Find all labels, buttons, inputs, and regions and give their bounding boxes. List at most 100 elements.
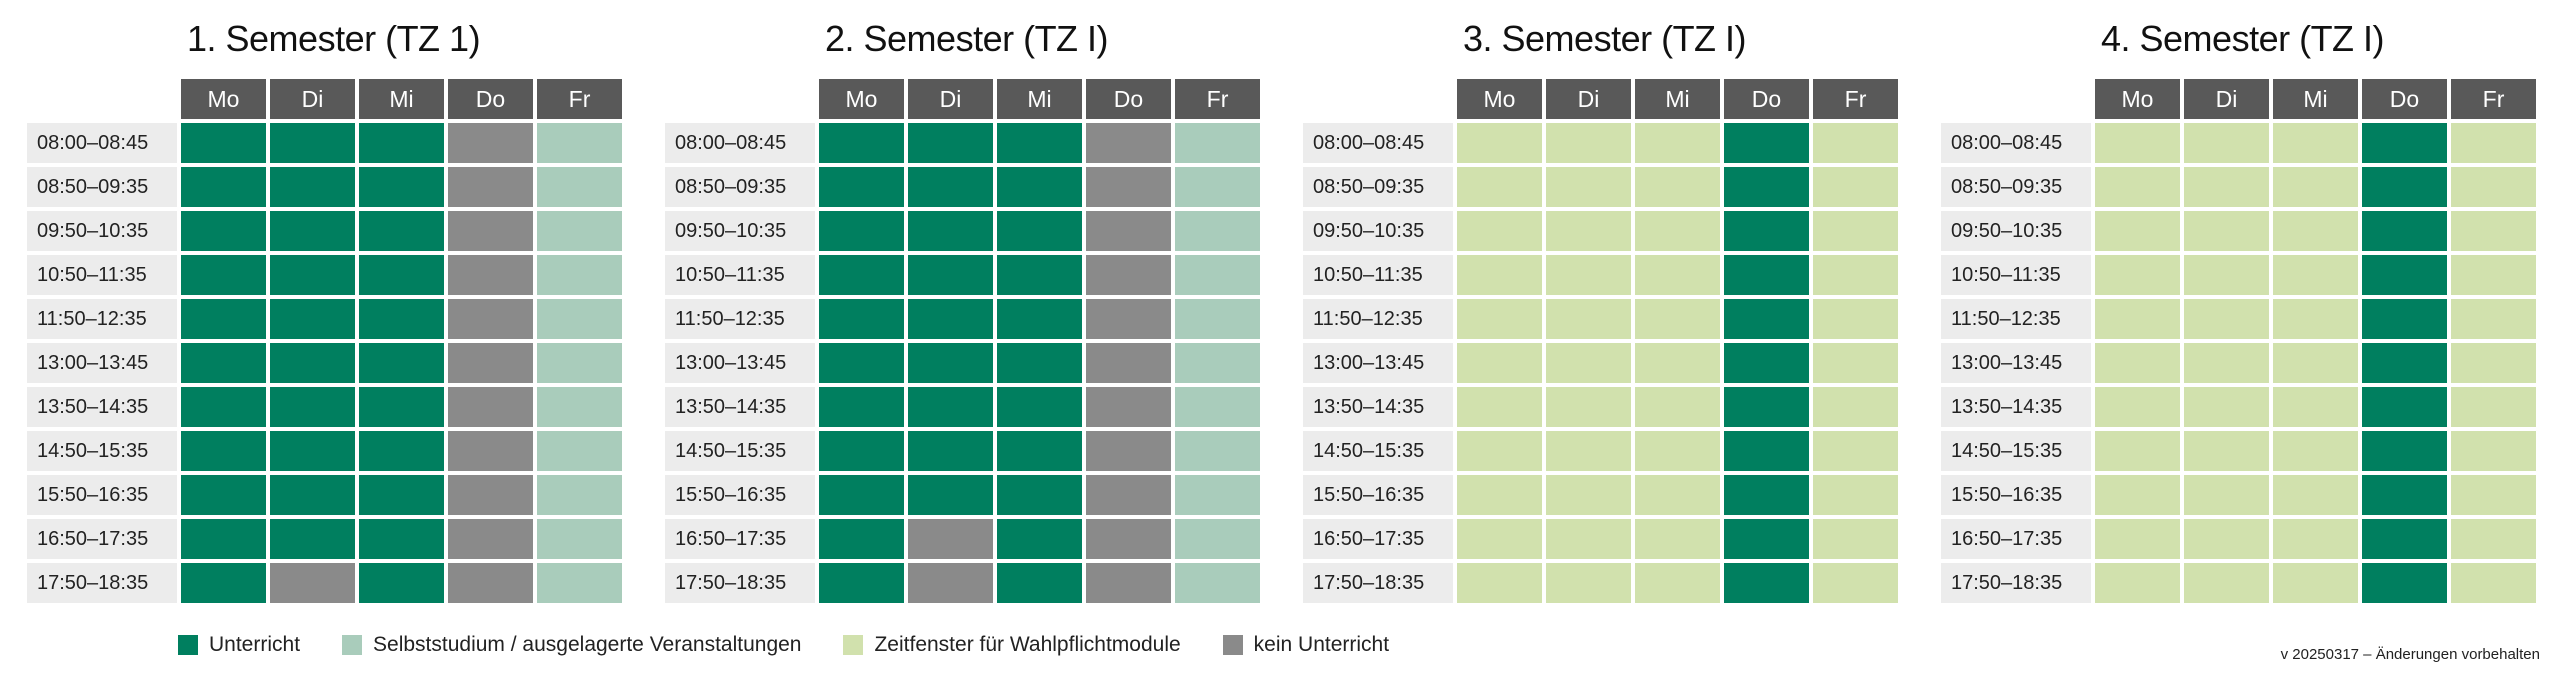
schedule-cell [448,519,533,559]
day-header: Mi [359,79,444,119]
schedule-cell [2451,431,2536,471]
schedule-cell [2451,123,2536,163]
schedule-cell [1175,211,1260,251]
schedule-cell [2451,519,2536,559]
legend-swatch [843,635,864,655]
schedule-cell [997,299,1082,339]
time-slot-label: 13:50–14:35 [1941,387,2091,427]
schedule-cell [2184,563,2269,603]
time-slot-label: 14:50–15:35 [27,431,177,471]
schedule-cell [359,519,444,559]
schedule-cell [270,475,355,515]
schedule-cell [2362,519,2447,559]
schedule-cell [537,387,622,427]
schedule-cell [448,387,533,427]
time-slot-label: 08:00–08:45 [1303,123,1453,163]
time-slot-label: 15:50–16:35 [1941,475,2091,515]
schedule-cell [181,343,266,383]
schedule-cell [2184,431,2269,471]
schedule-cell [2095,343,2180,383]
schedule-cell [1635,563,1720,603]
schedule-cell [537,123,622,163]
schedule-cell [1724,123,1809,163]
schedule-cell [181,211,266,251]
schedule-cell [2273,563,2358,603]
schedule-cell [2451,211,2536,251]
time-slot-label: 15:50–16:35 [1303,475,1453,515]
time-slot-label: 10:50–11:35 [665,255,815,295]
schedule-cell [997,211,1082,251]
schedule-cell [908,563,993,603]
schedule-cell [359,431,444,471]
schedule-cell [819,123,904,163]
schedule-cell [537,167,622,207]
day-header: Fr [1813,79,1898,119]
schedule-cell [359,299,444,339]
time-slot-label: 09:50–10:35 [665,211,815,251]
schedule-cell [2184,387,2269,427]
legend-label: Unterricht [209,633,301,656]
schedule-cell [997,167,1082,207]
schedule-cell [997,123,1082,163]
schedule-cell [181,387,266,427]
schedule-cell [359,123,444,163]
schedule-cell [1086,167,1171,207]
schedule-cell [1457,211,1542,251]
time-slot-label: 11:50–12:35 [27,299,177,339]
schedule-cell [1086,343,1171,383]
schedule-cell [1457,255,1542,295]
schedule-cell [2362,475,2447,515]
schedule-cell [1086,519,1171,559]
schedule-cell [448,255,533,295]
schedule-cell [2362,123,2447,163]
schedule-cell [1175,431,1260,471]
schedule-title: 2. Semester (TZ I) [825,18,1109,59]
schedule-cell [1635,475,1720,515]
schedule-cell [270,519,355,559]
time-slot-label: 11:50–12:35 [665,299,815,339]
legend-swatch [1222,635,1243,655]
time-slot-label: 15:50–16:35 [27,475,177,515]
schedule-cell [537,563,622,603]
schedule-cell [1546,475,1631,515]
schedule-cell [819,255,904,295]
time-slot-label: 17:50–18:35 [1303,563,1453,603]
time-slot-label: 14:50–15:35 [1303,431,1453,471]
schedule-cell [819,299,904,339]
schedule-cell [1175,255,1260,295]
time-slot-label: 08:50–09:35 [665,167,815,207]
schedule-cell [908,431,993,471]
legend: Unterricht Selbststudium / ausgelagerte … [178,633,1431,657]
day-header: Mi [2273,79,2358,119]
schedule-cell [270,211,355,251]
schedule-cell [1813,299,1898,339]
time-slot-label: 11:50–12:35 [1941,299,2091,339]
schedule-cell [1457,387,1542,427]
schedule-cell [1635,343,1720,383]
schedule-cell [1086,431,1171,471]
time-slot-label: 16:50–17:35 [1941,519,2091,559]
schedule-cell [2273,519,2358,559]
schedule-cell [537,475,622,515]
schedule-cell [537,343,622,383]
schedule-cell [819,563,904,603]
schedule-4: 4. Semester (TZ I) Mo Di Mi Do Fr 08:00–08:45… [1941,14,2536,603]
schedule-cell [181,475,266,515]
schedule-grid: Mo Di Mi Do Fr 08:00–08:45 08:50–09:35 09:50–10… [1941,79,2536,603]
schedule-cell [997,343,1082,383]
grid-corner [27,79,177,119]
day-header: Di [2184,79,2269,119]
schedule-cell [997,475,1082,515]
time-slot-label: 16:50–17:35 [1303,519,1453,559]
schedule-cell [2273,299,2358,339]
legend-item-unterricht: Unterricht [178,633,300,657]
schedule-cell [1546,255,1631,295]
schedule-cell [359,167,444,207]
schedule-cell [270,387,355,427]
schedule-cell [1635,387,1720,427]
schedule-cell [819,343,904,383]
schedule-cell [1635,123,1720,163]
time-slot-label: 10:50–11:35 [27,255,177,295]
schedule-cell [537,299,622,339]
schedule-cell [2451,563,2536,603]
